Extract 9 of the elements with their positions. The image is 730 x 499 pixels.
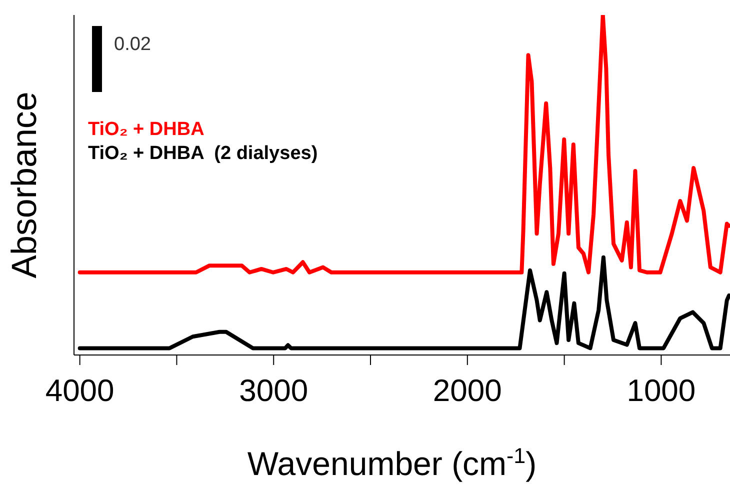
x-tick-label: 4000 — [45, 373, 114, 408]
x-tick-label: 1000 — [626, 373, 696, 408]
text: TiO₂ + DHBA — [88, 118, 206, 142]
x-tick-label: 3000 — [239, 373, 308, 408]
annotation: 0.02 — [114, 34, 151, 56]
x-tick-label: 2000 — [432, 373, 502, 408]
x-axis-title: Wavenumber (cm$^{-1}$) — [247, 444, 537, 482]
y-axis-title: Absorbance — [5, 92, 44, 278]
text: TiO₂ + DHBA (2 dialyses) — [88, 142, 318, 166]
